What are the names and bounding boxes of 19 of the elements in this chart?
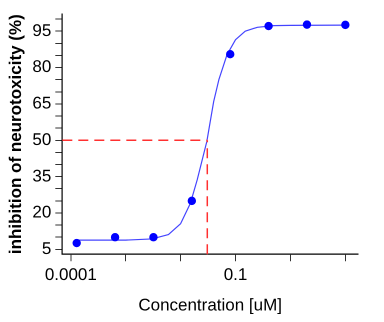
- x-tick-label: 0.0001: [44, 265, 97, 284]
- y-tick-label: 95: [32, 20, 52, 40]
- point: [110, 233, 120, 242]
- y-tick-label: 5: [42, 239, 52, 258]
- y-axis-title: inhibition of neurotoxicity (%): [6, 14, 25, 254]
- y-tick-label: 80: [32, 57, 52, 76]
- point: [149, 233, 158, 242]
- point: [302, 20, 312, 29]
- y-tick-label: 50: [32, 130, 52, 149]
- point: [341, 20, 350, 30]
- y-tick-label: 20: [32, 202, 52, 222]
- y-tick-label: 35: [32, 166, 52, 186]
- y-tick-label: 65: [32, 94, 52, 113]
- x-axis-title: Concentration [uM]: [138, 295, 282, 314]
- point: [264, 22, 273, 30]
- point: [188, 196, 196, 206]
- point: [226, 50, 234, 58]
- x-tick-label: 0.1: [224, 265, 248, 284]
- point: [72, 238, 81, 248]
